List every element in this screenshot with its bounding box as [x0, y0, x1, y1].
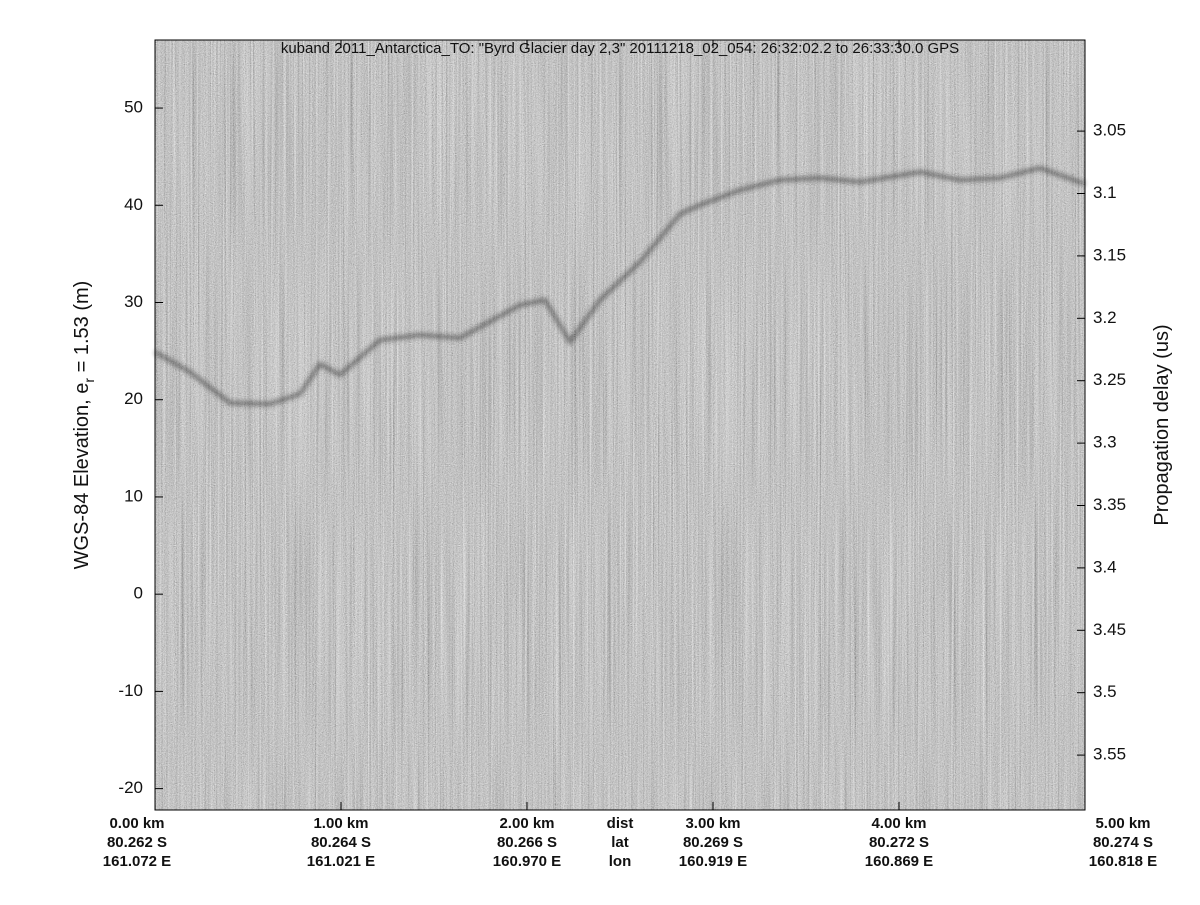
y-tick-label: -20 [118, 778, 143, 797]
y-tick-label: -10 [118, 681, 143, 700]
y2-tick-label: 3.5 [1093, 682, 1117, 701]
y-tick-label: 10 [124, 486, 143, 505]
y2-tick-label: 3.3 [1093, 433, 1117, 452]
y2-tick-label: 3.2 [1093, 308, 1117, 327]
y2-tick-label: 3.35 [1093, 495, 1126, 514]
lat-label: 80.266 S [497, 834, 557, 851]
row-label: dist [607, 815, 634, 832]
lon-label: 160.818 E [1089, 853, 1157, 870]
y-tick-label: 40 [124, 195, 143, 214]
lat-label: 80.264 S [311, 834, 371, 851]
x-tick-label: 3.00 km [685, 815, 740, 832]
y2-tick-label: 3.1 [1093, 183, 1117, 202]
lat-label: 80.274 S [1093, 834, 1153, 851]
row-label: lat [611, 834, 629, 851]
y2-tick-label: 3.55 [1093, 745, 1126, 764]
lon-label: 160.970 E [493, 853, 561, 870]
x-tick-label: 4.00 km [871, 815, 926, 832]
lat-label: 80.269 S [683, 834, 743, 851]
y-label-part: = 1.53 (m) [71, 281, 93, 378]
plot-frame [154, 39, 1086, 811]
y2-axis-label: Propagation delay (us) [1151, 324, 1173, 525]
y2-tick-label: 3.15 [1093, 245, 1126, 264]
lon-label: 161.021 E [307, 853, 375, 870]
y2-tick-label: 3.05 [1093, 121, 1126, 140]
row-label: lon [609, 853, 632, 870]
lon-label: 160.869 E [865, 853, 933, 870]
y-tick-label: 30 [124, 292, 143, 311]
lat-label: 80.272 S [869, 834, 929, 851]
y-label-subscript: r [81, 378, 97, 383]
y-tick-label: 0 [134, 584, 143, 603]
lon-label: 161.072 E [103, 853, 171, 870]
y-tick-label: 20 [124, 389, 143, 408]
lon-label: 160.919 E [679, 853, 747, 870]
x-tick-label: 2.00 km [499, 815, 554, 832]
chart-title: kuband 2011_Antarctica_TO: "Byrd Glacier… [281, 40, 959, 57]
x-tick-label: 5.00 km [1095, 815, 1150, 832]
ice-surface [154, 165, 1086, 407]
x-tick-label: 0.00 km [109, 815, 164, 832]
y2-tick-label: 3.4 [1093, 557, 1117, 576]
y2-tick-label: 3.25 [1093, 370, 1126, 389]
y-label-part: WGS-84 Elevation, e [71, 383, 93, 570]
x-tick-label: 1.00 km [313, 815, 368, 832]
y2-tick-label: 3.45 [1093, 620, 1126, 639]
lat-label: 80.262 S [107, 834, 167, 851]
echogram-image [155, 40, 1085, 810]
y-tick-label: 50 [124, 98, 143, 117]
y-axis-label: WGS-84 Elevation, er = 1.53 (m) [71, 281, 97, 570]
